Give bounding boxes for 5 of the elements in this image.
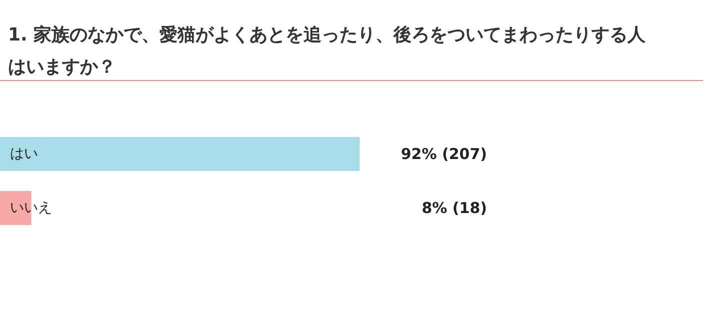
data-label: 8% (18) [422,199,487,217]
chart-title: 1. 家族のなかで、愛猫がよくあとを追ったり、後ろをついてまわったりする人はいますか？ [8,24,647,78]
data-label: 92% (207) [400,145,487,163]
y-tick-label: いいえ [10,200,52,216]
y-tick-label: はい [10,146,38,162]
